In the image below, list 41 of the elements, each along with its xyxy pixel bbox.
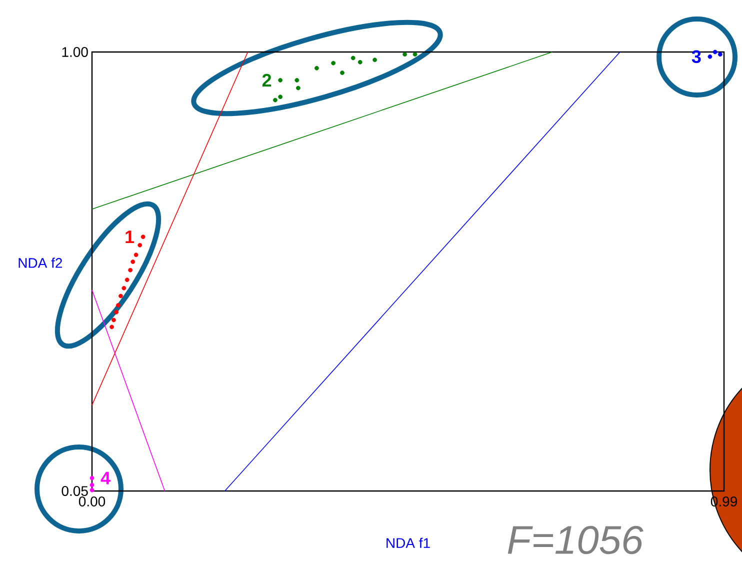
point: [340, 70, 344, 75]
point: [718, 52, 722, 57]
point: [116, 303, 120, 308]
series-label: 2: [262, 74, 272, 86]
point: [90, 482, 94, 488]
point: [331, 60, 336, 66]
point: [134, 252, 138, 258]
point: [273, 98, 278, 102]
point: [140, 234, 146, 240]
point: [350, 56, 356, 60]
series-label: 4: [100, 472, 110, 484]
point: [708, 54, 712, 59]
point: [128, 268, 133, 272]
point: [122, 286, 126, 290]
point: [278, 78, 283, 82]
point: [712, 50, 718, 54]
point: [118, 294, 123, 298]
point: [138, 242, 142, 248]
point: [294, 78, 300, 82]
point: [278, 94, 283, 100]
series-label: 3: [692, 50, 701, 64]
point: [358, 60, 362, 64]
point: [112, 318, 116, 322]
point: [114, 310, 118, 314]
x-tick-label: 0.00: [78, 496, 106, 506]
y-tick-label: 1.00: [62, 47, 88, 57]
point: [296, 86, 300, 90]
series-label: 1: [126, 230, 134, 244]
point: [90, 488, 94, 492]
text: F=1056: [508, 526, 644, 554]
x-axis-title: NDA f1: [386, 538, 430, 548]
point: [124, 278, 130, 282]
y-tick-label: 0.05: [62, 486, 88, 496]
point: [402, 52, 408, 57]
point: [314, 66, 319, 70]
point: [90, 476, 94, 480]
y-axis-title: NDA f2: [18, 258, 62, 268]
point: [372, 58, 378, 62]
point: [412, 52, 418, 57]
point: [110, 324, 114, 330]
point: [130, 260, 136, 264]
